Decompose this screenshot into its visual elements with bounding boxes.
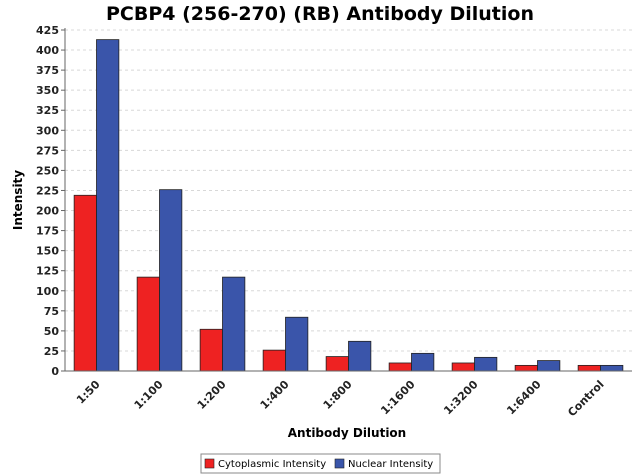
grid-lines bbox=[65, 29, 632, 352]
y-tick-label: 25 bbox=[44, 345, 59, 358]
y-tick-label: 300 bbox=[36, 124, 59, 137]
x-tick-label: 1:1600 bbox=[378, 378, 418, 418]
bar bbox=[348, 340, 372, 372]
y-tick-label: 250 bbox=[36, 164, 59, 177]
bar bbox=[537, 360, 561, 372]
x-tick-label: 1:400 bbox=[258, 378, 292, 412]
y-tick-label: 400 bbox=[36, 44, 59, 57]
y-tick-label: 125 bbox=[36, 265, 59, 278]
legend-swatch bbox=[334, 458, 345, 469]
bar bbox=[199, 328, 223, 372]
bar bbox=[474, 356, 498, 372]
legend: Cytoplasmic Intensity Nuclear Intensity bbox=[200, 453, 441, 474]
x-tick-label: 1:200 bbox=[195, 378, 229, 412]
y-tick-label: 200 bbox=[36, 205, 59, 218]
bar bbox=[136, 276, 160, 372]
bars bbox=[73, 39, 624, 372]
y-tick-label: 375 bbox=[36, 64, 59, 77]
bar bbox=[411, 352, 435, 372]
bar bbox=[285, 316, 309, 372]
x-tick-label: 1:100 bbox=[132, 378, 166, 412]
bar bbox=[222, 276, 246, 372]
y-tick-label: 425 bbox=[36, 24, 59, 37]
y-tick-label: 100 bbox=[36, 285, 59, 298]
bar bbox=[159, 189, 183, 372]
legend-label: Cytoplasmic Intensity bbox=[218, 459, 326, 470]
x-tick-label: 1:6400 bbox=[504, 378, 544, 418]
y-tick-label: 50 bbox=[44, 325, 60, 338]
legend-label: Nuclear Intensity bbox=[348, 459, 433, 470]
y-axis-label: Intensity bbox=[11, 170, 25, 230]
bar bbox=[514, 364, 538, 372]
x-tick-label: 1:3200 bbox=[441, 378, 481, 418]
legend-swatch bbox=[204, 458, 215, 469]
y-tick-label: 325 bbox=[36, 104, 59, 117]
x-tick-label: 1:50 bbox=[74, 378, 103, 407]
y-ticks: 0 25 50 75 100 125 150 175 200 225 250 275 300 325 350… bbox=[36, 24, 65, 378]
bar bbox=[600, 364, 624, 372]
x-ticks: 1:50 1:100 1:200 1:400 1:800 1:1600 1:3200 1:64… bbox=[74, 378, 607, 420]
y-tick-label: 225 bbox=[36, 184, 59, 197]
bar bbox=[325, 356, 349, 372]
bar bbox=[96, 39, 120, 372]
y-tick-label: 0 bbox=[51, 365, 59, 378]
legend-box bbox=[200, 453, 441, 474]
bar bbox=[73, 194, 97, 372]
bar bbox=[577, 364, 601, 372]
bar bbox=[262, 349, 286, 372]
y-tick-label: 175 bbox=[36, 225, 59, 238]
y-tick-label: 75 bbox=[44, 305, 59, 318]
bar bbox=[388, 362, 412, 372]
chart-title: PCBP4 (256-270) (RB) Antibody Dilution bbox=[106, 3, 534, 25]
x-axis-label: Antibody Dilution bbox=[288, 426, 406, 440]
x-tick-label: Control bbox=[565, 378, 606, 419]
axes bbox=[64, 28, 632, 372]
bar bbox=[451, 362, 475, 372]
y-tick-label: 275 bbox=[36, 144, 59, 157]
y-tick-label: 350 bbox=[36, 84, 59, 97]
y-tick-label: 150 bbox=[36, 245, 59, 258]
x-tick-label: 1:800 bbox=[321, 378, 355, 412]
